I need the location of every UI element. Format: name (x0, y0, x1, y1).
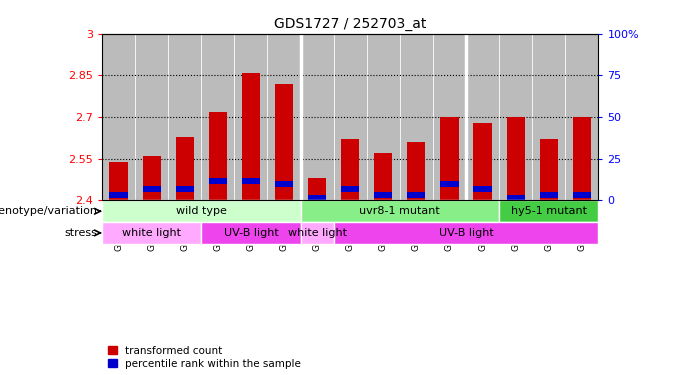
Bar (209, 178, 227, 184)
Bar (301, 34, 334, 200)
Bar (499, 34, 532, 200)
Text: white light: white light (122, 228, 181, 238)
Bar (135, 34, 168, 200)
Bar (275, 84, 293, 200)
Bar (407, 192, 426, 198)
Bar (168, 34, 201, 200)
Bar (341, 186, 359, 192)
Bar (573, 192, 591, 198)
Bar (441, 117, 458, 200)
Bar (109, 162, 128, 200)
Text: wild type: wild type (176, 206, 226, 216)
Bar (242, 178, 260, 184)
Bar (242, 73, 260, 200)
Bar (300, 34, 301, 200)
Bar (102, 200, 301, 222)
Bar (540, 192, 558, 198)
Bar (540, 139, 558, 200)
Bar (465, 34, 466, 200)
Text: white light: white light (288, 228, 347, 238)
Bar (308, 178, 326, 200)
Bar (573, 117, 591, 200)
Bar (367, 34, 400, 200)
Text: UV-B light: UV-B light (439, 228, 494, 238)
Bar (275, 181, 293, 187)
Bar (433, 34, 466, 200)
Bar (473, 186, 492, 192)
Legend: transformed count, percentile rank within the sample: transformed count, percentile rank withi… (107, 345, 302, 370)
Bar (209, 111, 227, 200)
Bar (102, 222, 201, 244)
Bar (532, 34, 565, 200)
Text: UV-B light: UV-B light (224, 228, 278, 238)
Bar (175, 186, 194, 192)
Bar (334, 222, 598, 244)
Bar (235, 34, 267, 200)
Bar (400, 34, 433, 200)
Bar (109, 192, 128, 198)
Text: uvr8-1 mutant: uvr8-1 mutant (360, 206, 440, 216)
Bar (201, 34, 235, 200)
Bar (102, 34, 135, 200)
Bar (507, 195, 525, 201)
Text: hy5-1 mutant: hy5-1 mutant (511, 206, 587, 216)
Bar (301, 222, 334, 244)
Title: GDS1727 / 252703_at: GDS1727 / 252703_at (274, 17, 426, 32)
Bar (201, 222, 301, 244)
Bar (341, 139, 359, 200)
Bar (473, 123, 492, 200)
Bar (143, 156, 160, 200)
Text: genotype/variation: genotype/variation (0, 206, 97, 216)
Bar (466, 34, 499, 200)
Bar (374, 153, 392, 200)
Bar (507, 117, 525, 200)
Bar (407, 142, 426, 200)
Bar (301, 200, 499, 222)
Bar (175, 136, 194, 200)
Bar (441, 181, 458, 187)
Bar (267, 34, 301, 200)
Bar (499, 200, 598, 222)
Bar (143, 186, 160, 192)
Bar (374, 192, 392, 198)
Text: stress: stress (64, 228, 97, 238)
Bar (334, 34, 367, 200)
Bar (565, 34, 598, 200)
Bar (308, 195, 326, 201)
